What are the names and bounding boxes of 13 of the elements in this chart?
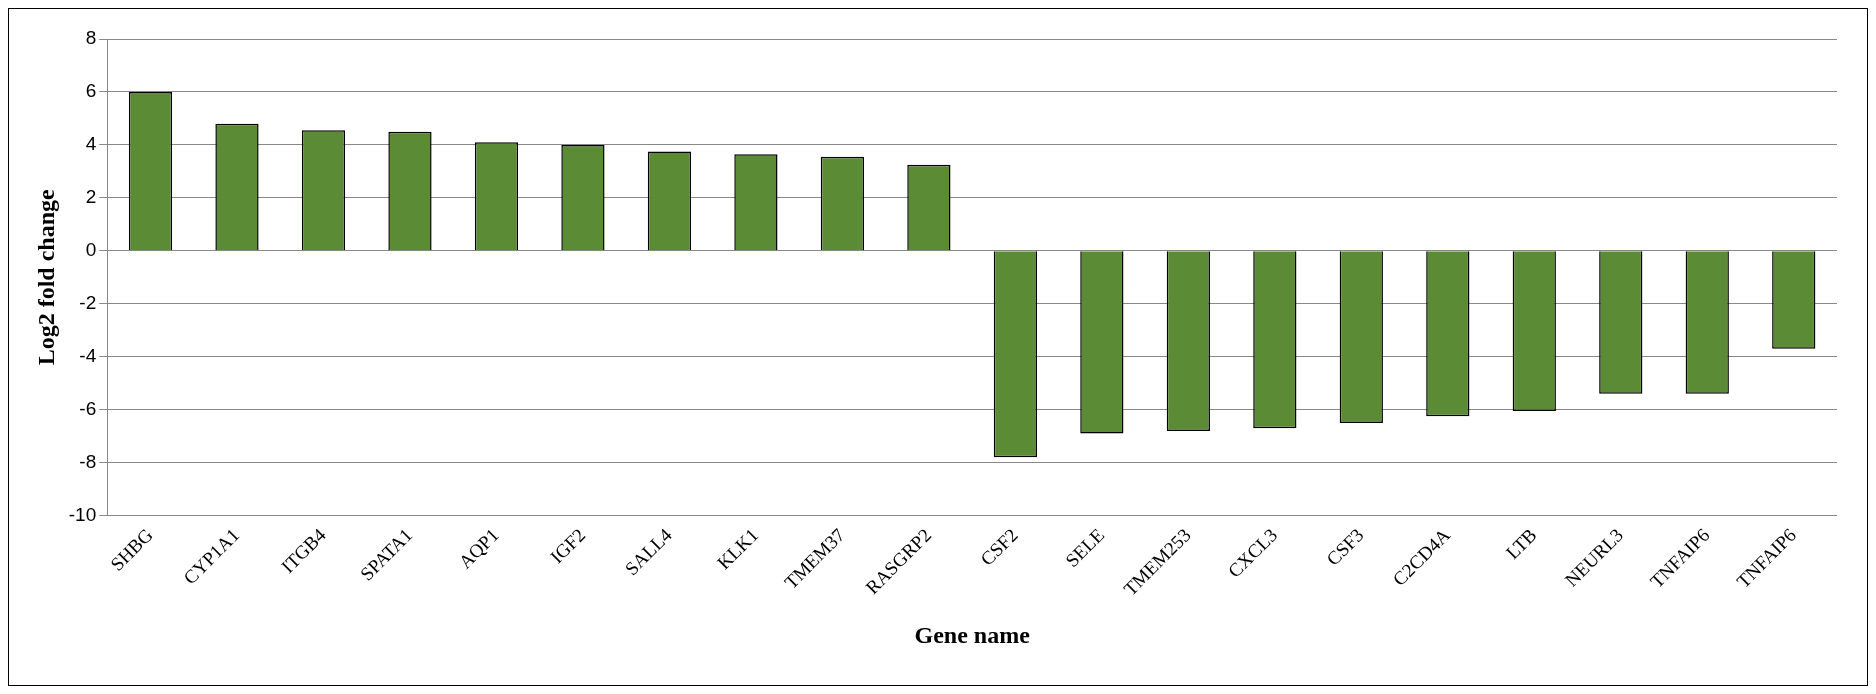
y-tick-label: 0 (85, 239, 97, 261)
y-tick-label: -8 (79, 450, 97, 472)
y-tick-label: 6 (85, 80, 97, 102)
y-tick-label: -2 (79, 292, 97, 314)
y-tick-label: 2 (85, 186, 97, 208)
x-axis-title: Gene name (914, 621, 1031, 648)
y-tick-label: 8 (85, 27, 97, 49)
y-tick-label: -6 (79, 397, 97, 419)
y-tick-label: -4 (79, 344, 97, 366)
y-tick-label: 4 (85, 133, 97, 155)
y-axis-title: Log2 fold change (32, 188, 59, 366)
x-tick-label: LTB (1501, 524, 1541, 564)
y-tick-label: -10 (68, 503, 97, 525)
